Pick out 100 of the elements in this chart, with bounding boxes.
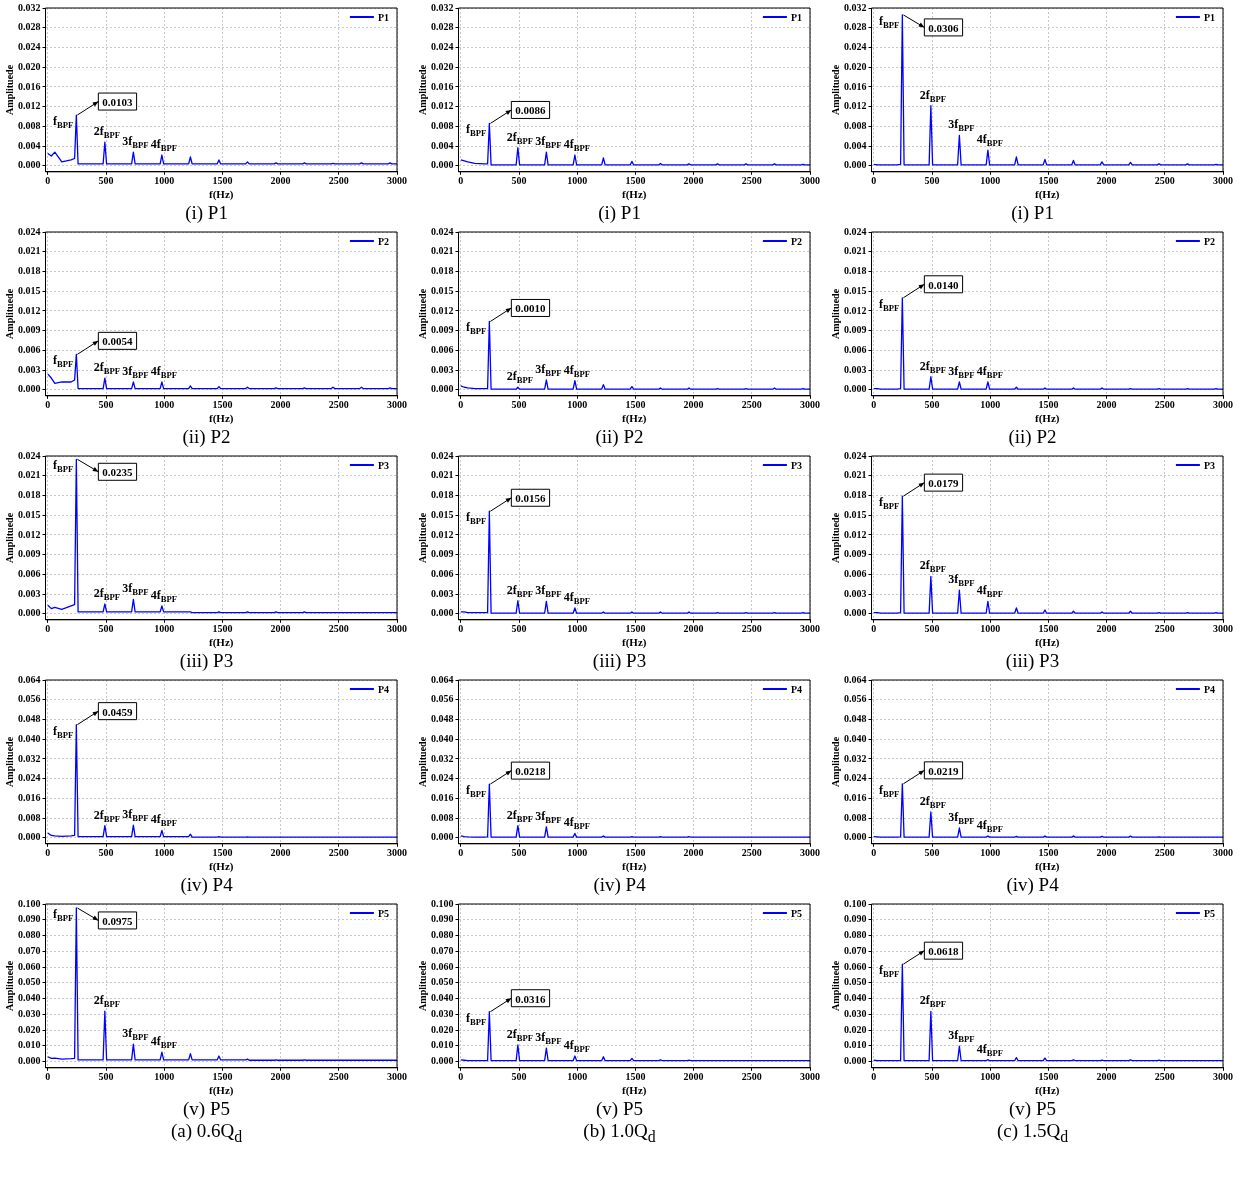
x-tick-label: 500 bbox=[924, 623, 940, 635]
annotation: 0.0010 bbox=[515, 302, 547, 315]
x-tick-label: 0 bbox=[45, 399, 51, 411]
legend-label: P2 bbox=[790, 235, 802, 247]
y-tick-label: 0.010 bbox=[18, 1039, 41, 1051]
y-tick-label: 0.000 bbox=[844, 1055, 867, 1067]
y-tick-label: 0.015 bbox=[18, 284, 41, 296]
x-tick-label: 2000 bbox=[683, 399, 704, 411]
y-tick-label: 0.050 bbox=[844, 976, 867, 988]
y-tick-label: 0.040 bbox=[431, 992, 454, 1004]
annotation: 0.0054 bbox=[102, 335, 134, 348]
y-tick-label: 0.000 bbox=[18, 383, 41, 395]
x-tick-label: 0 bbox=[45, 175, 51, 187]
annotation: 0.0179 bbox=[928, 477, 960, 490]
y-tick-label: 0.012 bbox=[431, 528, 454, 540]
x-tick-label: 3000 bbox=[1213, 399, 1233, 411]
y-tick-label: 0.090 bbox=[18, 913, 41, 925]
y-tick-label: 0.003 bbox=[844, 587, 867, 599]
legend-label: P1 bbox=[790, 11, 802, 23]
x-tick-label: 500 bbox=[98, 175, 114, 187]
x-tick-label: 2000 bbox=[270, 175, 291, 187]
x-tick-label: 2000 bbox=[683, 623, 704, 635]
x-axis-title: f(Hz) bbox=[209, 188, 234, 202]
y-tick-label: 0.009 bbox=[844, 548, 867, 560]
y-tick-label: 0.032 bbox=[844, 752, 867, 764]
annotation: 0.0235 bbox=[102, 466, 134, 479]
y-tick-label: 0.028 bbox=[431, 21, 454, 33]
y-tick-label: 0.060 bbox=[431, 960, 454, 972]
y-tick-label: 0.032 bbox=[431, 752, 454, 764]
y-tick-label: 0.024 bbox=[18, 41, 41, 53]
y-tick-label: 0.064 bbox=[844, 673, 867, 685]
legend-label: P1 bbox=[377, 11, 389, 23]
x-tick-label: 2000 bbox=[1096, 1071, 1117, 1083]
y-tick-label: 0.003 bbox=[18, 587, 41, 599]
x-tick-label: 1000 bbox=[154, 1071, 175, 1083]
y-tick-label: 0.032 bbox=[18, 1, 41, 13]
x-tick-label: 2500 bbox=[328, 175, 349, 187]
x-tick-label: 3000 bbox=[800, 623, 820, 635]
x-tick-label: 2500 bbox=[741, 623, 762, 635]
y-tick-label: 0.004 bbox=[18, 139, 41, 151]
x-tick-label: 0 bbox=[871, 399, 877, 411]
x-tick-label: 2500 bbox=[741, 1071, 762, 1083]
x-tick-label: 3000 bbox=[387, 623, 407, 635]
x-tick-label: 1500 bbox=[1038, 175, 1059, 187]
x-tick-label: 1500 bbox=[1038, 399, 1059, 411]
x-tick-label: 500 bbox=[511, 847, 527, 859]
legend-label: P3 bbox=[377, 459, 389, 471]
x-tick-label: 3000 bbox=[387, 847, 407, 859]
text: (i) P1 bbox=[1011, 202, 1054, 224]
y-tick-label: 0.006 bbox=[18, 567, 41, 579]
x-tick-label: 3000 bbox=[387, 1071, 407, 1083]
y-tick-label: 0.012 bbox=[431, 304, 454, 316]
y-tick-label: 0.080 bbox=[844, 929, 867, 941]
y-tick-label: 0.000 bbox=[431, 159, 454, 171]
x-tick-label: 2000 bbox=[270, 1071, 291, 1083]
x-tick-label: 2500 bbox=[741, 175, 762, 187]
y-axis-title: Amplituede bbox=[416, 960, 428, 1011]
x-tick-label: 3000 bbox=[387, 399, 407, 411]
y-tick-label: 0.010 bbox=[844, 1039, 867, 1051]
y-tick-label: 0.070 bbox=[431, 944, 454, 956]
annotation: 0.0140 bbox=[928, 278, 960, 291]
y-tick-label: 0.100 bbox=[431, 897, 454, 909]
x-tick-label: 1500 bbox=[212, 847, 233, 859]
x-tick-label: 3000 bbox=[800, 399, 820, 411]
x-tick-label: 1500 bbox=[625, 175, 646, 187]
y-tick-label: 0.020 bbox=[844, 60, 867, 72]
y-tick-label: 0.003 bbox=[844, 363, 867, 375]
x-tick-label: 2000 bbox=[683, 175, 704, 187]
y-tick-label: 0.024 bbox=[18, 225, 41, 237]
y-tick-label: 0.009 bbox=[431, 324, 454, 336]
x-axis-title: f(Hz) bbox=[622, 636, 647, 650]
y-tick-label: 0.008 bbox=[18, 811, 41, 823]
y-tick-label: 0.030 bbox=[431, 1007, 454, 1019]
y-tick-label: 0.016 bbox=[431, 791, 454, 803]
y-tick-label: 0.000 bbox=[844, 607, 867, 619]
x-tick-label: 0 bbox=[871, 1071, 877, 1083]
y-axis-title: Amplituede bbox=[416, 736, 428, 787]
legend-label: P4 bbox=[790, 683, 802, 695]
y-tick-label: 0.021 bbox=[431, 245, 454, 257]
x-axis-title: f(Hz) bbox=[209, 412, 234, 426]
x-tick-label: 2500 bbox=[1154, 847, 1175, 859]
y-tick-label: 0.009 bbox=[431, 548, 454, 560]
x-tick-label: 1000 bbox=[154, 623, 175, 635]
y-tick-label: 0.032 bbox=[431, 1, 454, 13]
x-tick-label: 0 bbox=[871, 175, 877, 187]
x-axis-title: f(Hz) bbox=[1035, 188, 1060, 202]
y-tick-label: 0.056 bbox=[431, 693, 454, 705]
y-tick-label: 0.006 bbox=[431, 343, 454, 355]
x-tick-label: 2500 bbox=[741, 399, 762, 411]
x-tick-label: 2500 bbox=[741, 847, 762, 859]
x-axis-title: f(Hz) bbox=[622, 188, 647, 202]
y-axis-title: Amplituede bbox=[829, 960, 841, 1011]
annotation: 0.0618 bbox=[928, 945, 960, 958]
y-tick-label: 0.020 bbox=[844, 1023, 867, 1035]
x-axis-title: f(Hz) bbox=[622, 860, 647, 874]
y-tick-label: 0.024 bbox=[18, 449, 41, 461]
x-tick-label: 1000 bbox=[980, 623, 1001, 635]
y-tick-label: 0.012 bbox=[844, 304, 867, 316]
y-tick-label: 0.015 bbox=[431, 508, 454, 520]
y-tick-label: 0.009 bbox=[18, 324, 41, 336]
